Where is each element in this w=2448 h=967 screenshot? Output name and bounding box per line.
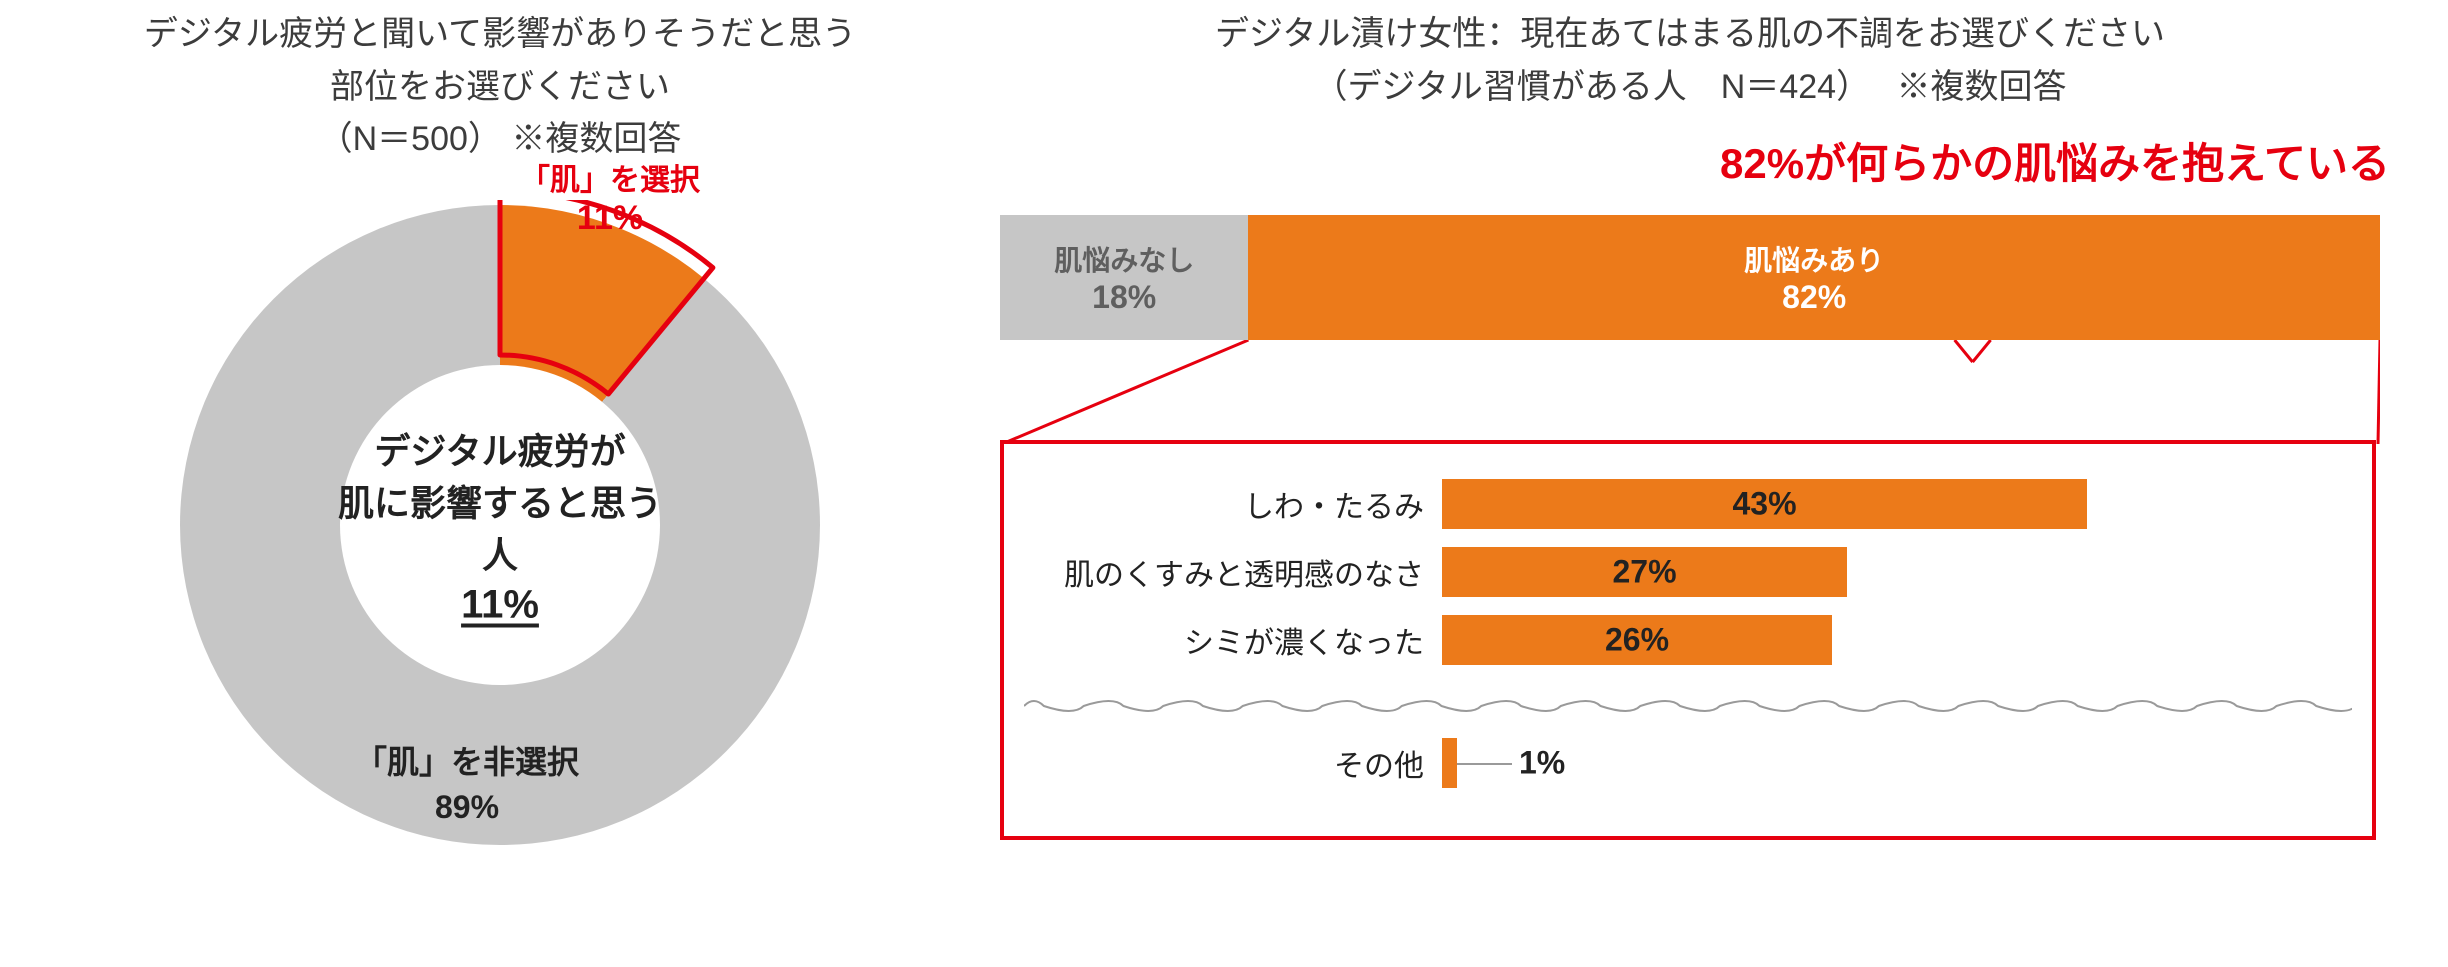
detail-row-label: 肌のくすみと透明感のなさ xyxy=(1024,550,1442,594)
detail-bar-track: 27% xyxy=(1442,547,2352,597)
leader-line xyxy=(1457,763,1512,765)
donut-center-line: 肌に影響すると思う人 xyxy=(338,475,663,579)
detail-row-label: しわ・たるみ xyxy=(1024,482,1442,526)
title-line: （N＝500） ※複数回答 xyxy=(319,120,682,158)
stack-segment-label: 肌悩みあり xyxy=(1744,239,1884,279)
right-chart-title: デジタル漬け女性：現在あてはまる肌の不調をお選びください （デジタル習慣がある人… xyxy=(1000,8,2380,113)
title-line: 部位をお選びください xyxy=(330,68,670,106)
detail-value: 26% xyxy=(1605,622,1669,659)
stack-segment: 肌悩みなし18% xyxy=(1000,215,1248,340)
donut-center-text: デジタル疲労が 肌に影響すると思う人 11% xyxy=(338,423,663,628)
detail-value: 1% xyxy=(1519,745,1565,782)
detail-row-label: シミが濃くなった xyxy=(1024,618,1442,662)
left-chart-title: デジタル疲労と聞いて影響がありそうだと思う 部位をお選びください （N＝500）… xyxy=(80,8,920,166)
detail-row: しわ・たるみ 43% xyxy=(1024,474,2352,534)
title-line: デジタル疲労と聞いて影響がありそうだと思う xyxy=(144,15,856,53)
stack-segment: 肌悩みあり82% xyxy=(1248,215,2380,340)
donut-slice-callout: 「肌」を選択 11% xyxy=(520,155,700,238)
detail-row: その他 1% xyxy=(1024,733,2352,793)
majority-label-text: 「肌」を非選択 xyxy=(355,744,579,780)
headline-text: 82%が何らかの肌悩みを抱えている xyxy=(1050,130,2390,191)
detail-row: 肌のくすみと透明感のなさ 27% xyxy=(1024,542,2352,602)
detail-bar-track: 1% xyxy=(1442,738,2352,788)
majority-label-value: 89% xyxy=(435,789,499,825)
detail-bar xyxy=(1442,738,1457,788)
callout-value: 11% xyxy=(520,199,700,238)
stack-segment-value: 18% xyxy=(1092,279,1156,316)
detail-bar-track: 26% xyxy=(1442,615,2352,665)
zoom-connector-lines xyxy=(1000,340,2380,444)
detail-bar-chart: しわ・たるみ 43% 肌のくすみと透明感のなさ 27% シミが濃くなった 26% その他 1% xyxy=(1000,440,2376,840)
headline-content: 82%が何らかの肌悩みを抱えている xyxy=(1720,140,2390,187)
detail-bar-track: 43% xyxy=(1442,479,2352,529)
title-line: デジタル漬け女性：現在あてはまる肌の不調をお選びください xyxy=(1215,15,2165,53)
stacked-bar: 肌悩みなし18%肌悩みあり82% xyxy=(1000,215,2380,340)
stack-segment-label: 肌悩みなし xyxy=(1054,239,1194,279)
detail-value: 43% xyxy=(1732,486,1796,523)
wavy-divider xyxy=(1024,696,2352,716)
title-line: （デジタル習慣がある人 N＝424） ※複数回答 xyxy=(1313,68,2066,106)
donut-center-value: 11% xyxy=(338,583,663,628)
callout-label: 「肌」を選択 xyxy=(520,155,700,199)
detail-row-label: その他 xyxy=(1024,741,1442,785)
stack-segment-value: 82% xyxy=(1782,279,1846,316)
donut-majority-label: 「肌」を非選択 89% xyxy=(355,740,579,830)
detail-value: 27% xyxy=(1612,554,1676,591)
detail-row: シミが濃くなった 26% xyxy=(1024,610,2352,670)
donut-center-line: デジタル疲労が xyxy=(338,423,663,475)
infographic-canvas: デジタル疲労と聞いて影響がありそうだと思う 部位をお選びください （N＝500）… xyxy=(0,0,2448,967)
